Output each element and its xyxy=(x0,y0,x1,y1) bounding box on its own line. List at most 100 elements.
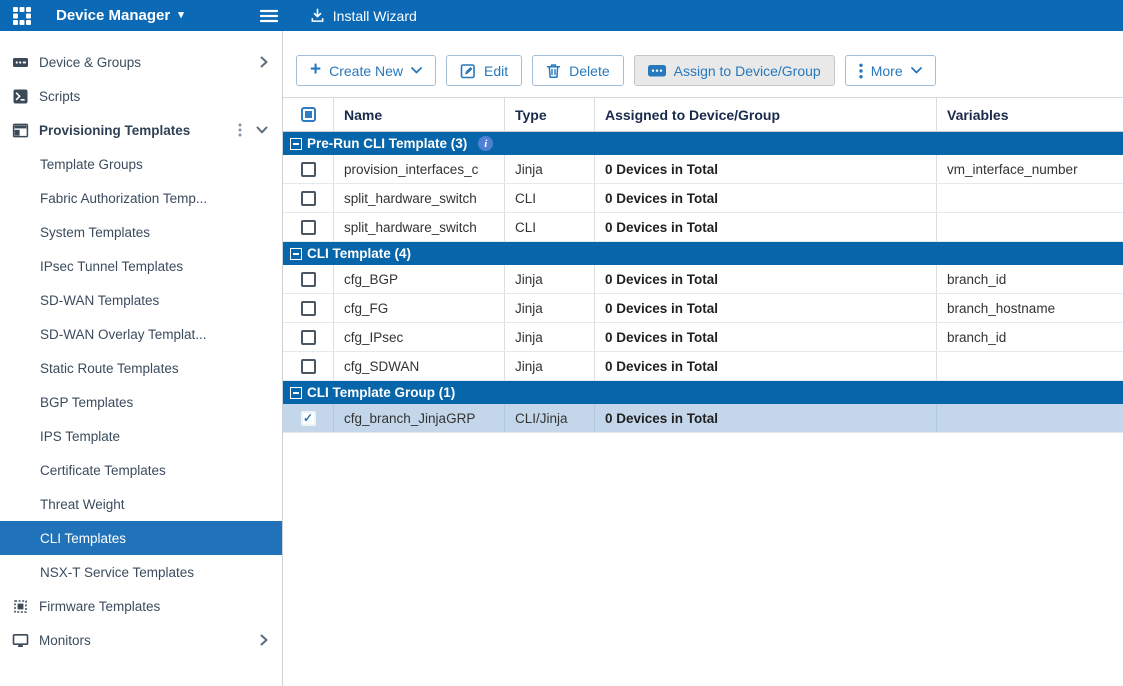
sidebar-item-static-route-templates[interactable]: Static Route Templates xyxy=(0,351,282,385)
delete-label: Delete xyxy=(569,62,610,79)
table-row-cfg-fg[interactable]: cfg_FG Jinja 0 Devices in Total branch_host… xyxy=(283,294,1123,323)
app-title-menu[interactable]: Device Manager ▾ xyxy=(56,7,184,24)
group-row-pre-run-cli-template-3[interactable]: Pre-Run CLI Template (3) i xyxy=(283,132,1123,155)
sidebar-item-label: IPS Template xyxy=(40,428,121,444)
sidebar-item-label: Template Groups xyxy=(40,156,143,172)
sidebar-item-label: Provisioning Templates xyxy=(39,122,191,138)
row-checkbox[interactable]: ✓ xyxy=(300,410,316,426)
table-row-split-hardware-switch[interactable]: split_hardware_switch CLI 0 Devices in Tot… xyxy=(283,213,1123,242)
kebab-icon xyxy=(859,63,863,79)
sidebar-item-label: IPsec Tunnel Templates xyxy=(40,258,184,274)
delete-button[interactable]: Delete xyxy=(532,55,624,86)
group-row-cli-template-group-1[interactable]: CLI Template Group (1) xyxy=(283,381,1123,404)
sidebar-item-provisioning-templates[interactable]: Provisioning Templates xyxy=(0,113,282,147)
group-label: Pre-Run CLI Template (3) xyxy=(307,136,468,151)
firmware-templates-icon xyxy=(12,598,29,615)
menu-toggle-icon[interactable] xyxy=(259,9,278,23)
sidebar-item-threat-weight[interactable]: Threat Weight xyxy=(0,487,282,521)
chevron-right-icon xyxy=(260,56,268,68)
cell-name: provision_interfaces_c xyxy=(334,155,505,183)
sidebar-item-certificate-templates[interactable]: Certificate Templates xyxy=(0,453,282,487)
row-checkbox[interactable] xyxy=(300,161,316,177)
sidebar: Device & Groups Scripts Provisioning Templ… xyxy=(0,31,283,686)
sidebar-item-cli-templates[interactable]: CLI Templates xyxy=(0,521,282,555)
cell-assigned: 0 Devices in Total xyxy=(595,155,937,183)
sidebar-item-ipsec-tunnel-templates[interactable]: IPsec Tunnel Templates xyxy=(0,249,282,283)
cell-variables xyxy=(937,352,1123,380)
app-launcher-grid-icon[interactable] xyxy=(12,6,32,26)
cell-type: Jinja xyxy=(505,323,595,351)
edit-button[interactable]: Edit xyxy=(446,55,523,86)
info-icon[interactable]: i xyxy=(478,136,494,151)
table-row-cfg-sdwan[interactable]: cfg_SDWAN Jinja 0 Devices in Total xyxy=(283,352,1123,381)
table-row-cfg-ipsec[interactable]: cfg_IPsec Jinja 0 Devices in Total branch_i… xyxy=(283,323,1123,352)
collapse-minus-icon[interactable] xyxy=(290,137,302,150)
table-row-split-hardware-switch[interactable]: split_hardware_switch CLI 0 Devices in Tot… xyxy=(283,184,1123,213)
cell-name: cfg_SDWAN xyxy=(334,352,505,380)
cell-assigned: 0 Devices in Total xyxy=(595,213,937,241)
column-header-variables[interactable]: Variables xyxy=(947,106,1009,123)
table-row-cfg-bgp[interactable]: cfg_BGP Jinja 0 Devices in Total branch_id xyxy=(283,265,1123,294)
sidebar-item-monitors[interactable]: Monitors xyxy=(0,623,282,657)
sidebar-item-template-groups[interactable]: Template Groups xyxy=(0,147,282,181)
provisioning-templates-icon xyxy=(12,122,29,139)
column-header-type[interactable]: Type xyxy=(505,98,595,131)
monitors-icon xyxy=(12,632,29,649)
row-checkbox-cell xyxy=(283,265,334,293)
select-all-checkbox[interactable] xyxy=(300,107,316,122)
topbar: Device Manager ▾ Install Wizard xyxy=(0,0,1123,31)
create-new-button[interactable]: + Create New xyxy=(296,55,437,86)
group-label: CLI Template Group (1) xyxy=(307,385,456,400)
cell-variables: branch_hostname xyxy=(947,300,1056,316)
sidebar-item-ips-template[interactable]: IPS Template xyxy=(0,419,282,453)
kebab-icon[interactable] xyxy=(238,123,242,137)
row-checkbox[interactable] xyxy=(300,329,316,345)
row-checkbox[interactable] xyxy=(300,190,316,206)
sidebar-item-label: NSX-T Service Templates xyxy=(40,564,195,580)
more-label: More xyxy=(870,62,903,79)
table-row-cfg-branch-jinjagrp[interactable]: ✓ cfg_branch_JinjaGRP CLI/Jinja 0 Devices i… xyxy=(283,404,1123,433)
more-button[interactable]: More xyxy=(844,55,936,86)
table-row-provision-interfaces-c[interactable]: provision_interfaces_c Jinja 0 Devices in … xyxy=(283,155,1123,184)
app-title: Device Manager xyxy=(56,7,171,24)
row-checkbox[interactable] xyxy=(300,300,316,316)
assign-to-device-group-button[interactable]: Assign to Device/Group xyxy=(633,55,835,86)
assign-badge-icon xyxy=(647,64,666,77)
chevron-right-icon xyxy=(260,634,268,646)
main-content: + Create New Edit xyxy=(283,31,1123,686)
cell-type: Jinja xyxy=(505,352,595,380)
sidebar-item-scripts[interactable]: Scripts xyxy=(0,79,282,113)
sidebar-item-sd-wan-overlay-templat[interactable]: SD-WAN Overlay Templat... xyxy=(0,317,282,351)
sidebar-item-device-groups[interactable]: Device & Groups xyxy=(0,45,282,79)
sidebar-item-firmware-templates[interactable]: Firmware Templates xyxy=(0,589,282,623)
column-header-assigned[interactable]: Assigned to Device/Group xyxy=(595,98,937,131)
collapse-minus-icon[interactable] xyxy=(290,247,302,260)
cell-variables xyxy=(937,213,1123,241)
row-checkbox-cell: ✓ xyxy=(283,404,334,432)
sidebar-item-sd-wan-templates[interactable]: SD-WAN Templates xyxy=(0,283,282,317)
cell-type: CLI xyxy=(505,213,595,241)
install-wizard-button[interactable]: Install Wizard xyxy=(310,8,417,24)
cell-name: cfg_IPsec xyxy=(334,323,505,351)
sidebar-item-system-templates[interactable]: System Templates xyxy=(0,215,282,249)
sidebar-item-bgp-templates[interactable]: BGP Templates xyxy=(0,385,282,419)
row-checkbox[interactable] xyxy=(300,358,316,374)
collapse-minus-icon[interactable] xyxy=(290,386,302,399)
cell-assigned: 0 Devices in Total xyxy=(595,352,937,380)
group-row-cli-template-4[interactable]: CLI Template (4) xyxy=(283,242,1123,265)
table-body: Pre-Run CLI Template (3) i provision_inter… xyxy=(283,132,1123,433)
row-checkbox[interactable] xyxy=(300,271,316,287)
row-checkbox-cell xyxy=(283,184,334,212)
sidebar-item-label: Scripts xyxy=(39,88,81,104)
install-wizard-label: Install Wizard xyxy=(332,7,417,24)
sidebar-item-fabric-authorization-temp[interactable]: Fabric Authorization Temp... xyxy=(0,181,282,215)
toolbar: + Create New Edit xyxy=(283,31,1123,97)
cell-variables xyxy=(937,184,1123,212)
cell-assigned: 0 Devices in Total xyxy=(595,294,937,322)
column-header-name[interactable]: Name xyxy=(334,98,505,131)
sidebar-item-nsx-t-service-templates[interactable]: NSX-T Service Templates xyxy=(0,555,282,589)
row-checkbox[interactable] xyxy=(300,219,316,235)
cell-assigned: 0 Devices in Total xyxy=(595,265,937,293)
edit-label: Edit xyxy=(484,62,509,79)
